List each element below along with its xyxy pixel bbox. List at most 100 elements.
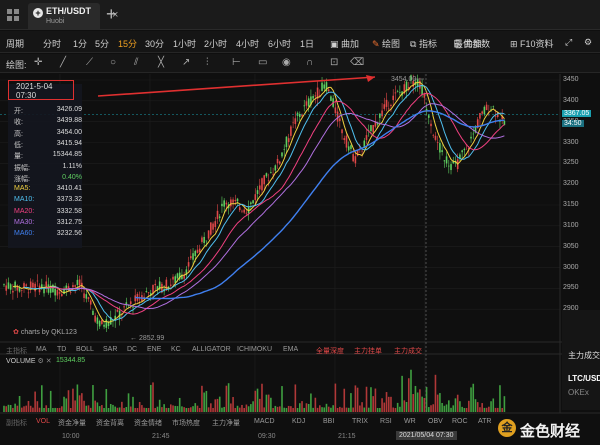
sub-indicator-tab[interactable]: ATR xyxy=(478,418,492,425)
candle-body xyxy=(210,222,212,235)
sub-indicator-tab[interactable]: TRIX xyxy=(352,418,368,425)
period-0[interactable]: 周期 xyxy=(6,39,25,49)
circle-tool-icon[interactable]: ○ xyxy=(110,57,117,68)
sub-indicator-tab[interactable]: OBV xyxy=(428,418,443,425)
period-4[interactable]: 15分 xyxy=(118,39,138,49)
fib-tool-icon[interactable]: ⫶ xyxy=(206,57,209,68)
pair-label[interactable]: LTC/USDT xyxy=(568,374,600,383)
close-icon[interactable]: × xyxy=(112,9,119,21)
arrow-tool-icon[interactable]: ↗ xyxy=(182,57,191,68)
candle-body xyxy=(101,319,103,324)
lock-tool-icon[interactable]: ⊡ xyxy=(330,57,339,68)
indicator-tab[interactable]: EMA xyxy=(283,346,299,353)
volume-bar xyxy=(134,407,137,412)
volume-bar xyxy=(323,407,326,412)
price-tick: 3450 xyxy=(563,76,579,83)
period-9[interactable]: 6小时 xyxy=(268,39,292,49)
indicator-tab[interactable]: 主力成交 xyxy=(394,348,422,355)
candle-body xyxy=(138,298,141,300)
grid-menu-icon[interactable] xyxy=(7,9,19,21)
volume-bar xyxy=(370,387,372,412)
indicator-tab[interactable]: SAR xyxy=(103,346,118,353)
indicator-tab[interactable]: ICHIMOKU xyxy=(237,346,272,353)
eye-tool-icon[interactable]: ◉ xyxy=(282,57,291,68)
sub-indicator-tab[interactable]: KDJ xyxy=(292,418,306,425)
candle-body xyxy=(74,285,76,287)
indicator-tab[interactable]: 主指标 xyxy=(6,348,27,355)
period-7[interactable]: 2小时 xyxy=(204,39,228,49)
sub-indicator-tab[interactable]: 资金背离 xyxy=(96,420,124,427)
candle-body xyxy=(72,285,74,288)
indicator-tab[interactable]: 主力挂单 xyxy=(354,348,382,355)
line-tool-icon[interactable]: ╱ xyxy=(60,57,67,68)
measure-tool-icon[interactable]: ⊢ xyxy=(232,57,241,68)
overlay-button[interactable]: ▣ 曲加 xyxy=(330,39,360,49)
period-3[interactable]: 5分 xyxy=(95,39,110,49)
indicator-tab[interactable]: KC xyxy=(171,346,181,353)
candle-body xyxy=(323,84,326,89)
volume-bar xyxy=(149,384,152,412)
pair-add-icon[interactable]: + xyxy=(33,8,43,18)
cursor-icon[interactable]: ✛ xyxy=(34,57,43,68)
candle-body xyxy=(92,310,94,315)
sub-indicator-tab[interactable]: WR xyxy=(404,418,416,425)
magnet-tool-icon[interactable]: ∩ xyxy=(306,57,314,68)
settings-icon[interactable]: ⚙ xyxy=(584,37,593,47)
add-tab-icon[interactable]: + xyxy=(106,4,117,24)
indicator-tab[interactable]: ALLIGATOR xyxy=(192,346,231,353)
volume-bar xyxy=(468,400,470,412)
candle-body xyxy=(490,109,492,110)
draw-button[interactable]: ✎ 绘图 xyxy=(372,39,401,49)
candle-body xyxy=(474,126,477,133)
sub-indicator-tab[interactable]: MACD xyxy=(254,418,275,425)
candle-body xyxy=(65,285,68,290)
volume-bar xyxy=(399,406,401,412)
sub-indicator-tab[interactable]: 市场热度 xyxy=(172,420,200,427)
sub-indicator-tab[interactable]: VOL xyxy=(36,418,51,425)
low-marker: ← 2852.99 xyxy=(130,335,164,342)
sub-indicator-tab[interactable]: 副指标 xyxy=(6,420,27,427)
sub-indicator-tab[interactable]: BBI xyxy=(323,418,335,425)
volume-bar xyxy=(123,407,125,412)
brand-logo-icon: 金 xyxy=(498,419,516,437)
indicator-tab[interactable]: DC xyxy=(127,346,138,353)
candle-body xyxy=(103,324,105,327)
volume-bar xyxy=(281,386,283,412)
text-tool-icon[interactable]: ▭ xyxy=(258,57,268,68)
sub-indicator-tab[interactable]: 资金情绪 xyxy=(134,420,162,427)
sub-indicator-tab[interactable]: RSI xyxy=(380,418,392,425)
indicator-button[interactable]: ⧉ 指标 xyxy=(410,39,437,49)
indicator-tab[interactable]: TD xyxy=(57,346,67,353)
period-5[interactable]: 30分 xyxy=(145,39,165,49)
delete-tool-icon[interactable]: ⌫ xyxy=(350,57,365,68)
sub-indicator-tab[interactable]: 主力净量 xyxy=(212,420,240,427)
ray-tool-icon[interactable]: ⟋ xyxy=(86,57,93,68)
chart-area[interactable]: 3454.00 ← 2852.99 xyxy=(0,74,600,445)
period-6[interactable]: 1小时 xyxy=(173,39,197,49)
volume-bar xyxy=(414,385,417,412)
period-2[interactable]: 1分 xyxy=(73,39,88,49)
indicator-tab[interactable]: 全量深度 xyxy=(316,348,344,355)
sub-indicator-tab[interactable]: 资金净量 xyxy=(58,420,86,427)
period-8[interactable]: 4小时 xyxy=(236,39,260,49)
sub-indicator-tab[interactable]: ROC xyxy=(452,418,468,425)
volume-bar xyxy=(330,407,332,412)
parallel-tool-icon[interactable]: ╳ xyxy=(158,57,165,68)
volume-bar xyxy=(138,401,141,412)
indicator-tab[interactable]: MA xyxy=(36,346,47,353)
draw-tool-button[interactable]: ⎘ 曲加 xyxy=(454,39,482,49)
expand-icon[interactable]: ⤢ xyxy=(565,37,573,47)
period-1[interactable]: 分时 xyxy=(43,39,62,49)
candlestick-chart[interactable]: 3454.00 ← 2852.99 xyxy=(0,74,600,445)
tab-eth-usdt[interactable]: + ETH/USDT Huobi × xyxy=(28,3,118,30)
candle-body xyxy=(296,112,299,116)
params-button[interactable]: 最优参数 xyxy=(454,39,491,49)
candle-body xyxy=(149,293,152,296)
candle-body xyxy=(85,294,88,299)
indicator-tab[interactable]: ENE xyxy=(147,346,162,353)
volume-bar xyxy=(352,407,354,412)
channel-tool-icon[interactable]: ⫽ xyxy=(134,57,139,68)
indicator-tab[interactable]: BOLL xyxy=(76,346,94,353)
f10-button[interactable]: ⊞ F10资料 xyxy=(510,39,554,49)
period-10[interactable]: 1日 xyxy=(300,39,315,49)
